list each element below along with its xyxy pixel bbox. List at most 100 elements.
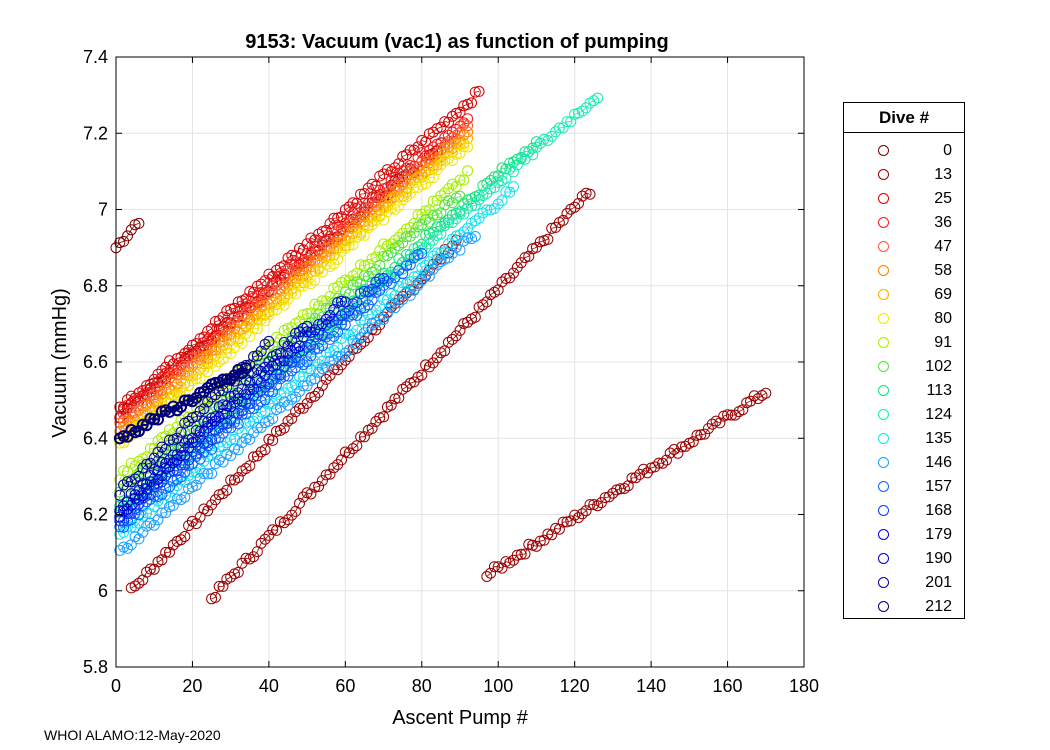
data-point	[638, 463, 649, 475]
data-point	[553, 523, 565, 535]
data-point	[118, 235, 130, 247]
data-point	[385, 277, 397, 289]
data-point	[148, 563, 160, 575]
data-point	[676, 441, 688, 453]
data-point	[515, 548, 527, 560]
data-point	[393, 297, 405, 309]
data-point	[358, 335, 370, 347]
data-point	[198, 446, 210, 458]
data-point	[225, 414, 237, 426]
data-point	[160, 470, 172, 482]
data-point	[190, 448, 202, 460]
x-axis-label: Ascent Pump #	[392, 707, 529, 729]
data-point	[125, 457, 137, 469]
data-point	[385, 174, 397, 186]
data-point	[542, 233, 554, 245]
data-point	[745, 395, 756, 407]
data-point	[294, 340, 305, 352]
y-tick-label: 7	[98, 200, 108, 220]
data-point	[282, 399, 294, 411]
data-point	[301, 363, 313, 375]
data-point	[454, 174, 466, 186]
data-point	[175, 400, 187, 413]
data-point	[248, 451, 260, 463]
data-point	[229, 396, 240, 408]
data-point	[519, 146, 531, 158]
data-point	[133, 217, 145, 229]
data-point	[374, 211, 386, 223]
data-point	[416, 171, 428, 183]
data-point	[592, 500, 604, 512]
series-212	[113, 362, 252, 445]
series-group	[110, 85, 772, 605]
data-point	[164, 434, 175, 446]
data-point	[397, 277, 409, 289]
legend-label: 212	[925, 598, 952, 615]
data-point	[332, 293, 344, 304]
data-point	[236, 383, 248, 395]
data-point	[190, 373, 202, 384]
data-point	[225, 303, 237, 315]
data-point	[179, 531, 191, 542]
data-point	[225, 474, 237, 486]
data-point	[423, 270, 435, 282]
data-point	[320, 469, 332, 481]
legend-entry: 47	[844, 236, 964, 260]
legend-marker-icon	[878, 169, 889, 180]
data-point	[385, 193, 397, 205]
data-point	[198, 468, 210, 479]
data-point	[244, 377, 256, 388]
data-point	[664, 447, 676, 459]
data-point	[339, 347, 351, 359]
data-point	[508, 267, 519, 279]
data-point	[427, 263, 439, 275]
legend-marker-icon	[878, 553, 889, 564]
data-point	[133, 484, 145, 496]
series-line-91	[119, 170, 468, 480]
data-point	[458, 129, 470, 141]
data-point	[133, 509, 145, 521]
data-point	[259, 370, 271, 381]
data-point	[206, 334, 218, 346]
legend-entry: 190	[844, 548, 964, 572]
data-point	[141, 458, 153, 470]
data-point	[695, 429, 707, 441]
data-point	[160, 457, 172, 469]
data-point	[462, 113, 474, 125]
legend-entry: 58	[844, 260, 964, 284]
data-point	[198, 416, 210, 428]
data-point	[404, 187, 416, 199]
data-point	[282, 252, 294, 264]
data-point	[366, 422, 378, 434]
data-point	[183, 520, 195, 532]
ticks: 0 20 40 60 80 100 120 140 160 180 5.8 6 6.2 6.4 6.6 6.8…	[83, 47, 819, 696]
data-point	[278, 396, 290, 408]
legend-label: 201	[925, 574, 952, 591]
legend-marker-icon	[878, 481, 889, 492]
data-point	[420, 150, 432, 162]
data-point	[576, 190, 588, 202]
data-point	[271, 348, 282, 360]
data-point	[527, 142, 539, 154]
legend-entry: 36	[844, 212, 964, 236]
data-point	[240, 362, 252, 375]
data-point	[152, 384, 164, 396]
data-point	[320, 313, 332, 325]
data-point	[580, 187, 592, 199]
data-point	[171, 378, 183, 390]
data-point	[282, 322, 294, 334]
data-point	[125, 476, 137, 488]
data-point	[144, 563, 156, 575]
data-point	[183, 415, 195, 427]
data-point	[209, 591, 221, 603]
data-point	[389, 242, 401, 254]
data-point	[404, 259, 416, 271]
data-point	[362, 182, 374, 194]
data-point	[133, 533, 145, 545]
data-point	[232, 418, 244, 430]
data-point	[362, 222, 374, 234]
legend-label: 124	[925, 406, 952, 423]
data-point	[167, 442, 179, 453]
data-point	[125, 514, 137, 526]
data-point	[618, 483, 630, 494]
